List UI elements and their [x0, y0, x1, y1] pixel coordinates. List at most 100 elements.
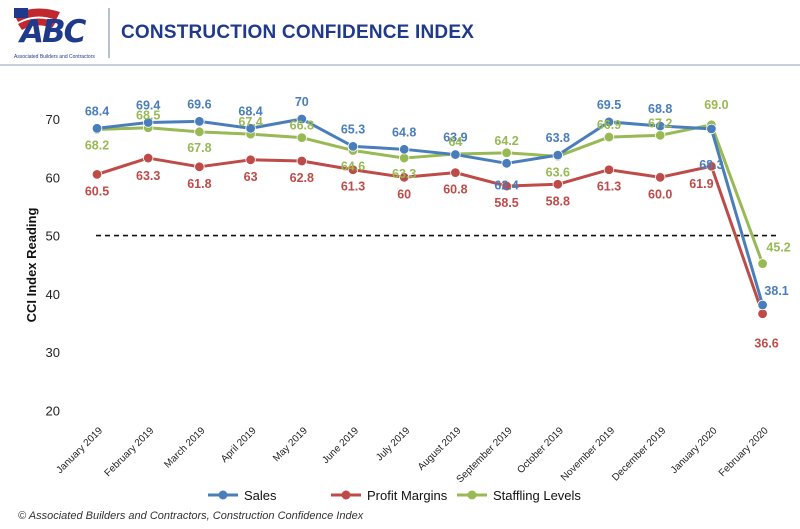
data-label: 61.8 [187, 177, 211, 191]
y-tick-label: 40 [46, 287, 60, 302]
header: ABC Associated Builders and Contractors … [0, 0, 800, 66]
data-point-0 [757, 299, 768, 311]
x-tick-label: November 2019 [559, 425, 617, 483]
data-point-0 [142, 117, 154, 128]
data-label: 63 [244, 170, 258, 184]
data-label: 66.9 [597, 118, 621, 132]
footer-copyright: © Associated Builders and Contractors, C… [18, 510, 364, 522]
y-tick-label: 60 [46, 170, 60, 185]
data-label: 69.6 [187, 97, 211, 111]
data-point-2 [501, 147, 512, 159]
header-rule [0, 64, 800, 66]
x-tick-label: January 2019 [54, 425, 105, 476]
logo-subtitle: Associated Builders and Contractors [14, 54, 95, 60]
data-point-0 [194, 116, 205, 127]
x-tick-label: October 2019 [515, 425, 566, 476]
data-label: 67.4 [238, 115, 262, 129]
x-tick-label: July 2019 [374, 425, 412, 463]
legend-marker-1 [341, 490, 351, 500]
data-point-0 [347, 141, 359, 152]
data-label: 38.1 [764, 284, 788, 298]
data-point-0 [245, 123, 256, 134]
data-label: 63.8 [546, 131, 570, 145]
data-label: 64.6 [341, 159, 365, 173]
data-label: 68.4 [238, 104, 262, 118]
data-label: 68.5 [136, 109, 160, 123]
logo-text: ABC [20, 14, 86, 50]
data-label: 66.8 [290, 119, 314, 133]
data-point-0 [706, 123, 717, 135]
data-label: 68.8 [648, 102, 672, 116]
x-tick-label: February 2020 [717, 425, 771, 479]
data-label: 69.0 [704, 98, 728, 112]
data-label: 63.6 [546, 165, 570, 179]
y-tick-label: 30 [46, 345, 60, 360]
y-tick-label: 70 [46, 112, 60, 127]
data-point-1 [501, 180, 512, 192]
data-point-0 [552, 149, 564, 161]
data-point-2 [399, 152, 410, 164]
legend-marker-0 [218, 490, 228, 500]
data-label: 68.2 [85, 138, 109, 152]
data-label: 36.6 [754, 337, 778, 351]
data-point-1 [655, 172, 666, 183]
data-point-2 [603, 131, 615, 143]
data-point-0 [91, 123, 103, 134]
x-tick-label: April 2019 [219, 425, 259, 465]
legend-marker-2 [467, 490, 477, 500]
data-point-1 [142, 152, 154, 164]
data-label: 62.8 [290, 171, 314, 185]
data-label: 70 [295, 95, 309, 109]
legend-label-1: Profit Margins [367, 488, 448, 503]
data-point-2 [296, 132, 308, 143]
data-point-0 [450, 149, 461, 160]
data-label: 68.3 [699, 158, 723, 172]
data-point-1 [603, 164, 615, 175]
data-point-1 [194, 161, 205, 173]
data-point-1 [347, 164, 359, 175]
y-tick-label: 20 [46, 404, 60, 419]
data-point-1 [706, 161, 717, 172]
data-label: 60.0 [648, 187, 672, 201]
data-point-1 [450, 167, 461, 178]
y-axis-label: CCI Index Reading [24, 208, 39, 323]
data-point-2 [757, 258, 768, 269]
legend-label-2: Staffling Levels [493, 488, 581, 503]
page-title: CONSTRUCTION CONFIDENCE INDEX [121, 22, 475, 43]
data-point-1 [245, 154, 256, 166]
data-point-1 [91, 169, 103, 180]
x-tick-label: May 2019 [271, 425, 310, 464]
data-point-0 [655, 120, 666, 132]
data-point-0 [501, 158, 512, 169]
data-point-1 [757, 308, 768, 319]
data-point-1 [399, 172, 410, 183]
data-point-1 [552, 179, 564, 190]
data-label: 64.8 [392, 125, 416, 139]
x-tick-label: August 2019 [416, 425, 464, 473]
data-label: 65.3 [341, 122, 365, 136]
data-label: 69.5 [597, 98, 621, 112]
x-tick-label: March 2019 [162, 425, 207, 470]
data-label: 63.3 [136, 169, 160, 183]
data-label: 68.4 [85, 104, 109, 118]
data-point-2 [194, 126, 205, 138]
data-label: 67.8 [187, 141, 211, 155]
x-tick-label: February 2019 [103, 425, 157, 479]
flag-icon [14, 8, 60, 30]
series-line-0 [96, 117, 765, 306]
data-label: 60 [397, 187, 411, 201]
data-point-2 [655, 130, 666, 141]
data-label: 67.2 [648, 116, 672, 130]
data-label: 61.3 [341, 180, 365, 194]
data-label: 63.3 [392, 167, 416, 181]
y-tick-label: 50 [46, 229, 60, 244]
data-label: 62.4 [494, 178, 518, 192]
series-line-2 [96, 123, 765, 265]
x-tick-label: June 2019 [320, 425, 361, 466]
data-label: 60.8 [443, 183, 467, 197]
header-divider [108, 8, 110, 58]
legend-label-0: Sales [244, 488, 277, 503]
data-label: 63.9 [443, 131, 467, 145]
data-label: 58.8 [546, 194, 570, 208]
